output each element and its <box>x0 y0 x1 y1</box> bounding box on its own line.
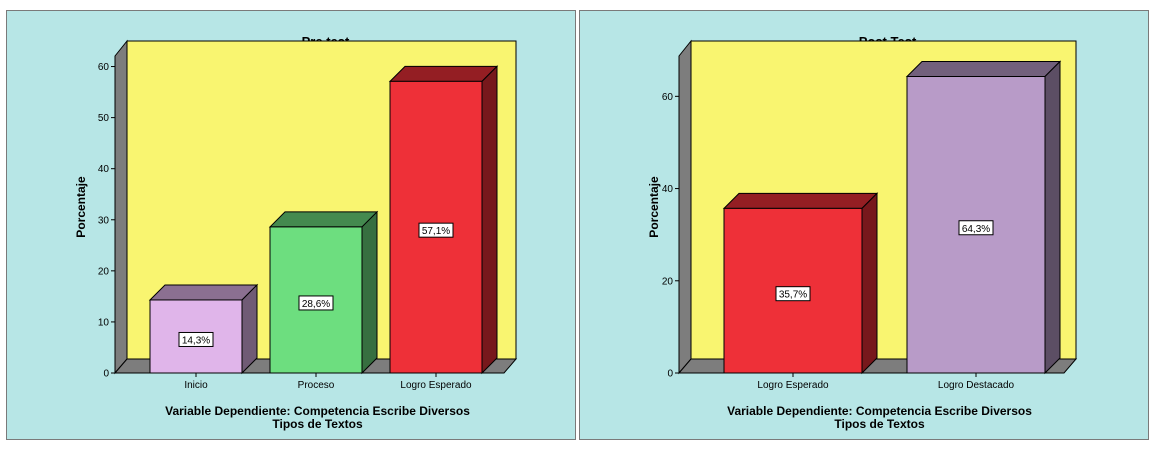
data-label-box <box>178 331 214 347</box>
x-tick-label: Proceso <box>298 380 335 391</box>
bar-side-face <box>241 283 258 375</box>
y-tick-label: 60 <box>98 62 110 73</box>
bar-top-face <box>905 61 1062 78</box>
y-tick-label: 30 <box>98 215 110 226</box>
data-label: 28,6% <box>302 299 330 310</box>
x-axis-label-line: Variable Dependiente: Competencia Escrib… <box>727 404 1032 418</box>
x-axis-label-line: Tipos de Textos <box>834 417 925 431</box>
y-axis-label: Porcentaje <box>647 176 661 238</box>
bar-top-face <box>148 284 259 301</box>
data-label: 57,1% <box>422 226 450 237</box>
y-tick-label: 40 <box>662 184 674 195</box>
bar-top-face <box>388 65 499 82</box>
data-label-box <box>298 295 334 311</box>
y-tick-label: 0 <box>103 369 109 380</box>
x-axis-label-line: Variable Dependiente: Competencia Escrib… <box>165 404 470 418</box>
bar-side-face <box>861 192 878 375</box>
y-tick-label: 50 <box>98 113 110 124</box>
bar-top-face <box>722 192 879 209</box>
y-tick-label: 0 <box>667 369 673 380</box>
chart-pre-test: Pre test0102030405060Porcentaje14,3%Inic… <box>74 34 518 431</box>
data-label-box <box>775 286 811 302</box>
y-tick-label: 40 <box>98 164 110 175</box>
data-label-box <box>958 220 994 236</box>
bar-side-face <box>1044 60 1061 375</box>
x-tick-label: Logro Destacado <box>938 380 1015 391</box>
data-label: 14,3% <box>182 335 210 346</box>
x-tick-label: Inicio <box>184 380 208 391</box>
y-axis-label: Porcentaje <box>74 176 88 238</box>
chart-panel-post-test: Post Test0204060Porcentaje35,7%Logro Esp… <box>579 10 1149 440</box>
data-label-box <box>418 222 454 238</box>
chart-panel-pre-test: Pre test0102030405060Porcentaje14,3%Inic… <box>6 10 576 440</box>
y-tick-label: 20 <box>98 266 110 277</box>
plot-side-wall <box>114 39 128 375</box>
x-tick-label: Logro Esperado <box>400 380 472 391</box>
y-tick-label: 20 <box>662 276 674 287</box>
data-label: 35,7% <box>779 290 807 301</box>
chart-post-test: Post Test0204060Porcentaje35,7%Logro Esp… <box>647 34 1078 431</box>
bar-side-face <box>361 210 378 375</box>
y-tick-label: 60 <box>662 92 674 103</box>
x-tick-label: Logro Esperado <box>757 380 829 391</box>
x-axis-label-line: Tipos de Textos <box>272 417 363 431</box>
plot-side-wall <box>678 39 692 375</box>
data-label: 64,3% <box>962 224 990 235</box>
y-tick-label: 10 <box>98 317 110 328</box>
bar-top-face <box>268 211 379 228</box>
bar-side-face <box>481 65 498 375</box>
